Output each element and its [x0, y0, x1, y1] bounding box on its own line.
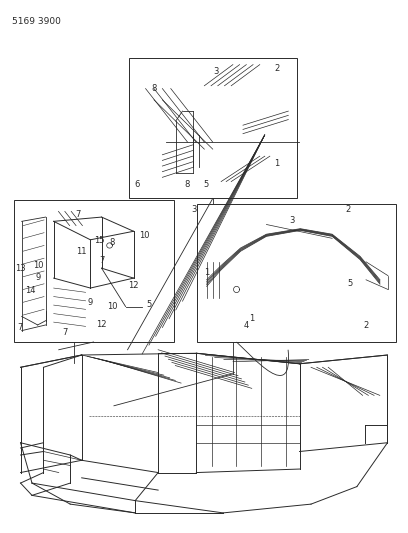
Text: 7: 7: [18, 324, 23, 332]
Text: 1: 1: [204, 269, 209, 277]
Text: 3: 3: [290, 216, 295, 225]
Text: 5169 3900: 5169 3900: [12, 17, 61, 26]
Text: 10: 10: [140, 231, 150, 240]
Text: 6: 6: [135, 180, 140, 189]
Text: 9: 9: [35, 273, 41, 281]
Text: 12: 12: [128, 281, 139, 290]
Text: 7: 7: [62, 328, 68, 336]
Text: 8: 8: [151, 84, 157, 93]
Text: 3: 3: [191, 205, 197, 214]
Text: 4: 4: [244, 321, 249, 330]
Bar: [197, 204, 396, 342]
Text: 10: 10: [108, 302, 118, 311]
Text: 5: 5: [146, 300, 152, 309]
Text: 13: 13: [15, 264, 25, 273]
Text: 3: 3: [213, 67, 219, 76]
Bar: [14, 200, 173, 342]
Text: 5: 5: [204, 180, 208, 189]
Text: 7: 7: [75, 210, 80, 219]
Text: 8: 8: [110, 238, 115, 247]
Text: 7: 7: [99, 256, 104, 264]
Text: 10: 10: [33, 261, 43, 270]
Text: 2: 2: [346, 205, 351, 214]
Text: 2: 2: [274, 64, 279, 74]
Text: 1: 1: [249, 314, 255, 323]
Text: 1: 1: [274, 159, 279, 168]
Text: 12: 12: [96, 320, 107, 329]
Text: 11: 11: [76, 247, 86, 256]
Text: 14: 14: [25, 286, 35, 295]
Text: 8: 8: [185, 180, 190, 189]
Bar: [129, 58, 297, 198]
Text: 2: 2: [364, 321, 369, 330]
Text: 15: 15: [94, 237, 104, 246]
Text: 5: 5: [347, 279, 352, 288]
Text: 9: 9: [88, 298, 93, 307]
